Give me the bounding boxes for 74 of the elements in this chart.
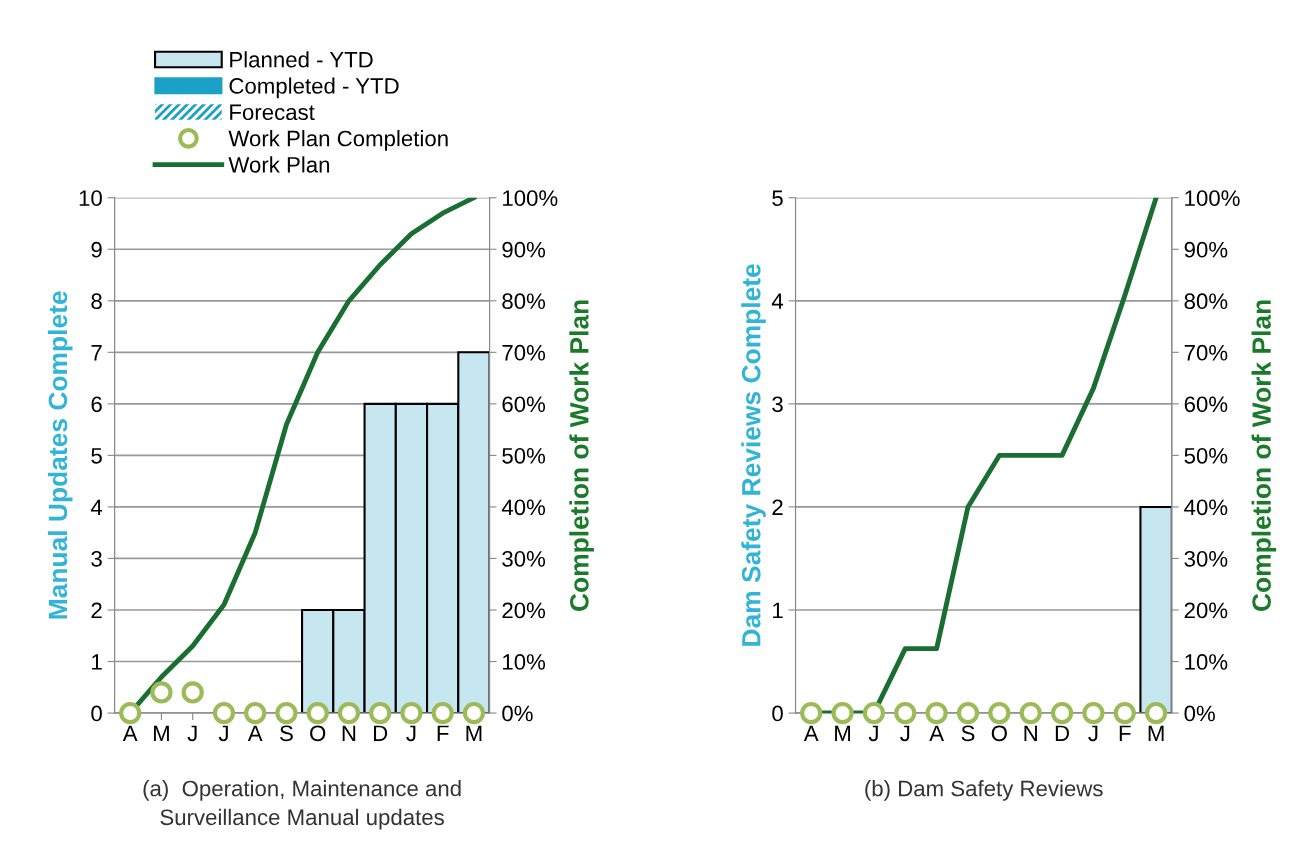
y-tick-label: 6 [91, 396, 102, 413]
x-tick-label: M [835, 725, 850, 741]
y2-tick-label: 100% [1185, 190, 1240, 207]
y2-tick-label: 40% [1184, 499, 1228, 516]
y2-tick-label: 20% [1184, 602, 1228, 619]
legend-label: Completed - YTD [229, 77, 399, 99]
x-tick-label: J [218, 725, 228, 742]
y2-tick-label: 70% [502, 344, 546, 361]
y-tick-label: 2 [772, 499, 783, 515]
x-tick-label: M [1148, 725, 1164, 741]
text: (a) Operation, Maintenance and Surveillance Manual updates [143, 780, 461, 830]
x-tick-label: D [373, 725, 388, 741]
y2-tick-label: 50% [1184, 447, 1228, 464]
y2-tick-label: 0% [502, 705, 533, 722]
y-tick-label: 4 [771, 293, 784, 309]
y-tick-label: 2 [91, 602, 102, 619]
x-tick-label: D [1055, 725, 1070, 741]
x-tick-label: F [437, 725, 449, 741]
x-tick-label: M [466, 725, 482, 741]
legend-label: Planned - YTD [230, 51, 373, 68]
y2-tick-label: 20% [502, 602, 546, 619]
y2-tick-label: 80% [502, 293, 546, 310]
x-tick-label: F [1119, 725, 1131, 741]
y-tick-label: 0 [91, 705, 102, 722]
x-tick-label: A [929, 725, 944, 741]
y-tick-label: 1 [92, 654, 102, 670]
text: (b) Dam Safety Reviews [865, 780, 1103, 801]
y-tick-label: 3 [91, 550, 102, 567]
y-tick-label: 10 [79, 190, 102, 207]
y2-tick-label: 50% [502, 447, 546, 464]
y2-tick-label: 100% [503, 190, 558, 207]
x-tick-label: N [342, 725, 356, 741]
y2-tick-label: 90% [1184, 241, 1228, 258]
x-tick-label: J [406, 725, 416, 742]
x-tick-label: S [961, 725, 975, 742]
y-tick-label: 4 [90, 499, 103, 515]
y2-tick-label: 40% [501, 499, 546, 516]
x-tick-label: A [803, 725, 819, 741]
x-tick-label: J [868, 725, 878, 742]
y2-axis-title: Completion of Work Plan [1251, 300, 1277, 611]
x-tick-label: J [1088, 725, 1098, 742]
y2-tick-label: 60% [1184, 396, 1228, 413]
x-tick-label: O [310, 725, 326, 742]
x-tick-label: J [900, 725, 910, 742]
y-tick-label: 8 [91, 293, 102, 310]
x-tick-label: A [247, 725, 263, 741]
x-tick-label: J [187, 725, 197, 742]
y2-tick-label: 0% [1184, 705, 1215, 722]
legend-label: Forecast [230, 104, 315, 121]
x-tick-label: A [122, 725, 138, 741]
y-tick-label: 1 [773, 602, 783, 619]
y2-tick-label: 90% [502, 241, 546, 258]
y2-tick-label: 30% [1184, 550, 1228, 567]
x-tick-label: S [280, 725, 293, 742]
y-axis-title: Dam Safety Reviews Complete [741, 264, 766, 646]
y2-tick-label: 80% [1184, 293, 1228, 310]
y-tick-label: 3 [772, 396, 783, 413]
legend-label: Work Plan [228, 156, 330, 173]
y2-tick-label: 70% [1184, 344, 1228, 361]
x-tick-label: N [1024, 725, 1037, 741]
y-tick-label: 9 [91, 241, 102, 258]
y-tick-label: 7 [91, 345, 102, 361]
x-tick-label: M [154, 725, 169, 741]
y-axis-title: Manual Updates Complete [47, 291, 73, 619]
y2-tick-label: 10% [503, 654, 546, 670]
y2-axis-title: Completion of Work Plan [569, 300, 594, 611]
y2-tick-label: 30% [502, 550, 546, 567]
y2-tick-label: 10% [1185, 654, 1228, 670]
legend-label: Work Plan Completion [228, 130, 448, 151]
y-tick-label: 0 [772, 705, 783, 722]
y2-tick-label: 60% [502, 396, 546, 413]
y-tick-label: 5 [91, 448, 102, 464]
y-tick-label: 5 [772, 190, 783, 207]
x-tick-label: O [991, 725, 1007, 742]
